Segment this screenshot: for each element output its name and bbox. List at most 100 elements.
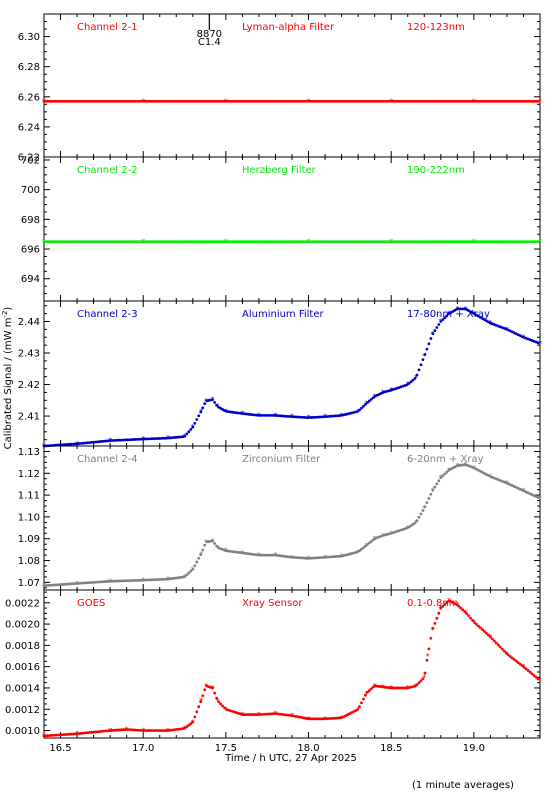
trail-mark [369, 687, 373, 691]
trail-mark [443, 99, 447, 103]
trail-mark [310, 717, 314, 721]
trail-mark [62, 582, 66, 586]
trail-mark [369, 240, 373, 244]
trail-mark [324, 240, 328, 244]
trail-mark [195, 710, 199, 714]
trail-mark [199, 410, 203, 414]
trail-mark [320, 99, 324, 103]
trail-mark [489, 635, 492, 639]
trail-mark [475, 99, 478, 103]
trail-mark [286, 240, 290, 244]
trail-mark [516, 661, 520, 664]
trail-mark [512, 658, 516, 661]
data-point: * [538, 238, 542, 247]
trail-mark [409, 524, 413, 528]
trail-mark [316, 240, 320, 244]
trail-mark [80, 99, 84, 103]
trail-mark [369, 99, 373, 103]
trail-mark [399, 99, 403, 103]
trail-mark [316, 556, 320, 560]
trail-mark [102, 99, 105, 103]
trail-mark [244, 240, 248, 244]
trail-mark [96, 99, 99, 103]
trail-mark [483, 240, 486, 244]
trail-mark [54, 99, 58, 103]
trail-mark [260, 553, 264, 557]
trail-mark [112, 439, 115, 442]
trail-mark [114, 99, 117, 103]
trail-mark [266, 240, 270, 244]
trail-mark [153, 729, 157, 732]
flare-marker: 8870 C1.4 [197, 14, 222, 48]
y-tick-label: 1.09 [18, 534, 40, 545]
trail-mark [407, 240, 411, 244]
trail-mark [211, 686, 215, 690]
trail-mark [443, 603, 447, 606]
trail-mark [119, 438, 123, 442]
trail-mark [522, 240, 526, 244]
trail-mark [191, 240, 195, 244]
trail-mark [149, 729, 153, 732]
trail-mark [215, 544, 219, 548]
trail-mark [203, 688, 207, 692]
trail-mark [260, 712, 264, 716]
trail-mark [213, 542, 217, 545]
trail-mark [264, 712, 268, 716]
data-point: * [422, 673, 426, 682]
trail-mark [254, 99, 258, 103]
trail-mark [211, 99, 215, 103]
trail-mark [141, 437, 145, 441]
trail-mark [112, 728, 115, 732]
trail-mark [367, 240, 371, 244]
trail-mark [127, 579, 131, 583]
trail-mark [270, 99, 274, 103]
trail-mark [483, 99, 486, 103]
trail-mark [276, 240, 280, 244]
trail-mark [106, 99, 109, 103]
trail-mark [435, 99, 439, 103]
trail-mark [181, 99, 185, 103]
trail-mark [413, 684, 417, 688]
trail-mark [455, 99, 459, 103]
trail-mark [522, 665, 526, 669]
trail-mark [403, 686, 407, 690]
trail-mark [381, 99, 385, 103]
trail-mark [195, 240, 199, 244]
trail-mark [246, 240, 250, 244]
trail-mark [364, 240, 367, 244]
panel-label-3: 190-222nm [407, 165, 465, 176]
trail-mark [201, 548, 205, 552]
trail-mark [50, 733, 54, 737]
trail-mark [108, 579, 111, 583]
trail-mark [427, 647, 431, 651]
trail-mark [298, 556, 302, 560]
trail-mark [46, 734, 50, 738]
trail-mark [330, 99, 334, 103]
trail-mark [58, 733, 62, 737]
trail-mark [415, 683, 419, 687]
trail-mark [137, 99, 141, 103]
trail-mark [56, 733, 60, 737]
panel-label-1: Channel 2-4 [77, 454, 138, 465]
y-tick-label: 1.12 [18, 469, 40, 480]
trail-mark [490, 637, 494, 641]
trail-mark [151, 437, 155, 441]
trail-mark [391, 686, 395, 690]
trail-mark [173, 240, 177, 244]
trail-mark [375, 99, 379, 103]
trail-mark [290, 99, 294, 103]
trail-mark [129, 579, 133, 582]
trail-mark [155, 437, 159, 440]
trail-mark [421, 509, 425, 512]
trail-mark [492, 99, 496, 103]
trail-mark [94, 240, 97, 244]
trail-mark [308, 416, 312, 419]
trail-mark [492, 240, 496, 244]
trail-mark [389, 240, 393, 244]
trail-mark [211, 539, 215, 543]
trail-mark [86, 240, 90, 244]
trail-mark [455, 240, 459, 244]
trail-mark [242, 240, 246, 244]
trail-mark [217, 700, 220, 704]
trail-mark [498, 99, 502, 103]
